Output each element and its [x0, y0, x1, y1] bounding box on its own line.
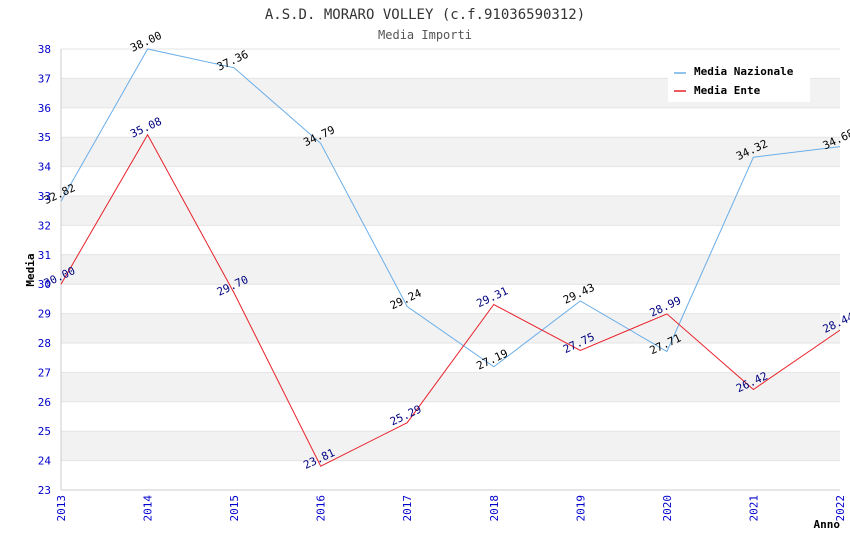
y-tick-label: 28: [38, 337, 51, 350]
grid-band: [61, 313, 840, 343]
grid-band: [61, 372, 840, 402]
data-label-nazionale: 29.24: [388, 286, 424, 312]
y-tick-label: 30: [38, 278, 51, 291]
grid-bands: [61, 48, 840, 491]
legend-label-nazionale: Media Nazionale: [694, 65, 794, 78]
y-tick-label: 32: [38, 219, 51, 232]
chart-title: A.S.D. MORARO VOLLEY (c.f.91036590312): [265, 7, 585, 23]
grid-band: [61, 254, 840, 285]
y-tick-label: 31: [38, 249, 51, 262]
x-tick-label: 2020: [661, 495, 674, 522]
data-label-nazionale: 37.36: [215, 48, 251, 74]
x-tick-label: 2015: [228, 495, 241, 522]
x-tick-label: 2014: [142, 495, 155, 522]
y-tick-label: 36: [38, 102, 51, 115]
x-tick-label: 2017: [401, 495, 414, 522]
y-tick-label: 37: [38, 72, 51, 85]
x-tick-label: 2013: [55, 495, 68, 522]
x-tick-label: 2018: [488, 495, 501, 522]
legend-box: [668, 60, 810, 102]
y-tick-label: 29: [38, 308, 51, 321]
x-tick-label: 2021: [747, 495, 760, 522]
grid-band: [61, 137, 840, 167]
data-label-nazionale: 27.19: [475, 347, 511, 373]
data-label-ente: 25.29: [388, 403, 424, 429]
grid-band: [61, 196, 840, 226]
y-tick-label: 27: [38, 366, 51, 379]
y-axis-label: Media: [24, 253, 37, 286]
y-tick-label: 26: [38, 396, 51, 409]
ticks: 23 24 25 26 27 28 29 30 31 32 33 34 35 36 37 38 2013 2014…: [38, 43, 847, 522]
data-label-nazionale: 29.43: [561, 281, 597, 307]
series-lines: [60, 48, 841, 467]
y-tick-label: 38: [38, 43, 51, 56]
x-tick-label: 2016: [315, 495, 328, 522]
axes: [60, 49, 840, 491]
y-tick-label: 35: [38, 131, 51, 144]
x-axis-label: Anno: [814, 518, 841, 531]
y-tick-label: 24: [38, 455, 52, 468]
y-tick-label: 33: [38, 190, 51, 203]
grid-band: [61, 431, 840, 461]
chart-subtitle: Media Importi: [378, 28, 472, 42]
series-line-media-nazionale: [60, 48, 841, 368]
x-tick-label: 2019: [574, 495, 587, 522]
legend: Media Nazionale Media Ente: [668, 60, 810, 102]
y-tick-label: 25: [38, 425, 51, 438]
legend-label-ente: Media Ente: [694, 84, 761, 97]
y-tick-label: 34: [38, 161, 52, 174]
y-tick-label: 23: [38, 484, 51, 497]
x-tick-label: 2022: [834, 495, 847, 522]
series-line-media-ente: [60, 133, 841, 467]
